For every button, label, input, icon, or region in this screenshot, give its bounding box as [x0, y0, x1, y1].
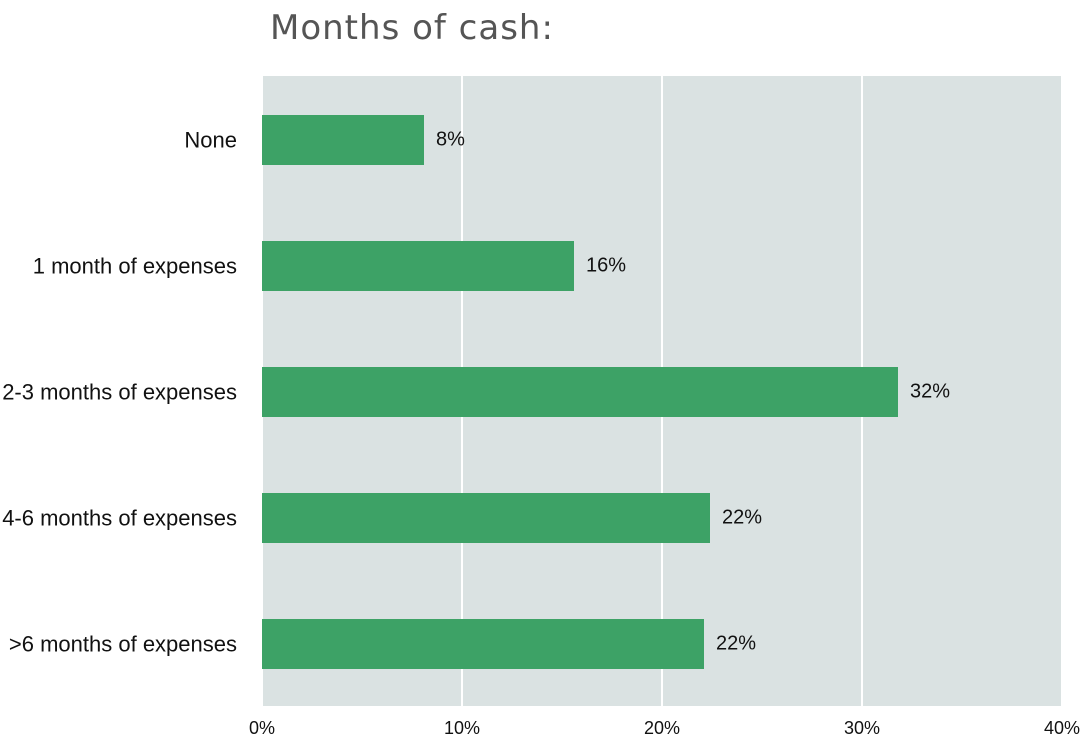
bar [262, 492, 710, 543]
bar [262, 366, 898, 417]
x-tick-label: 0% [248, 718, 276, 738]
y-tick-label: >6 months of expenses [0, 630, 237, 657]
value-label: 22% [722, 506, 763, 528]
category-text: 1 month of expenses [32, 253, 237, 278]
chart-title: Months of cash: [270, 8, 554, 48]
value-label: 16% [586, 254, 627, 276]
value-label: 32% [910, 380, 951, 402]
category-text: >6 months of expenses [8, 631, 237, 656]
value-label: 22% [716, 632, 757, 654]
y-tick-label: 1 month of expenses [0, 252, 237, 279]
x-tick-label: 40% [1043, 718, 1081, 738]
y-tick-label: 2-3 months of expenses [0, 378, 237, 405]
x-tick-label: 10% [443, 718, 481, 738]
category-text: 4-6 months of expenses [2, 505, 237, 530]
x-tick-label: 20% [643, 718, 681, 738]
x-tick-label: 30% [843, 718, 881, 738]
bar [262, 114, 424, 165]
y-tick-label: 4-6 months of expenses [0, 504, 237, 531]
category-text: None [184, 127, 237, 152]
bar [262, 618, 704, 669]
bar [262, 240, 574, 291]
y-tick-label: None [0, 126, 237, 153]
value-label: 8% [436, 128, 465, 150]
category-text: 2-3 months of expenses [2, 379, 237, 404]
grid-line [1061, 76, 1063, 706]
